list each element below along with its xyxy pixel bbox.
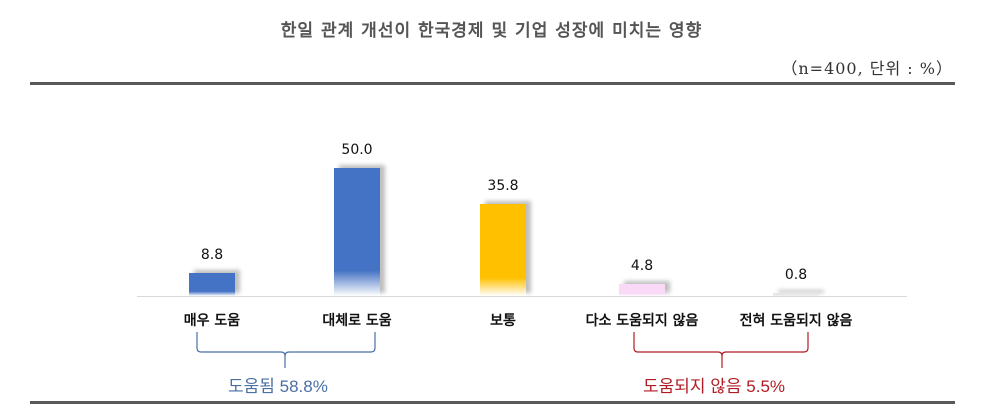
bar-5 <box>773 293 819 296</box>
value-label-4: 4.8 <box>630 257 654 274</box>
group-brace-not-helpful <box>633 332 809 368</box>
bar-4 <box>619 283 665 296</box>
bar-2 <box>334 168 380 296</box>
chart-title: 한일 관계 개선이 한국경제 및 기업 성장에 미치는 영향 <box>280 21 703 41</box>
value-label-1: 8.8 <box>200 247 224 264</box>
chart-subtitle: （n=400, 단위 : %） <box>781 59 953 78</box>
x-axis-baseline <box>137 296 907 297</box>
value-label-3: 35.8 <box>487 178 519 195</box>
value-label-2: 50.0 <box>341 142 373 158</box>
category-label-2: 대체로 도움 <box>322 313 392 329</box>
category-label-5: 전혀 도움되지 않음 <box>739 313 853 329</box>
group-brace-helpful <box>196 332 376 368</box>
bottom-divider <box>30 401 955 404</box>
bar-1 <box>189 273 235 296</box>
group-label-not-helpful: 도움되지 않음 5.5% <box>643 377 786 396</box>
value-label-5: 0.8 <box>784 267 808 283</box>
group-label-helpful: 도움됨 58.8% <box>228 377 328 396</box>
category-label-4: 다소 도움되지 않음 <box>585 313 699 329</box>
bar-3 <box>480 204 526 296</box>
top-divider <box>30 82 955 85</box>
category-label-3: 보통 <box>490 313 516 329</box>
category-label-1: 매우 도움 <box>183 313 241 329</box>
